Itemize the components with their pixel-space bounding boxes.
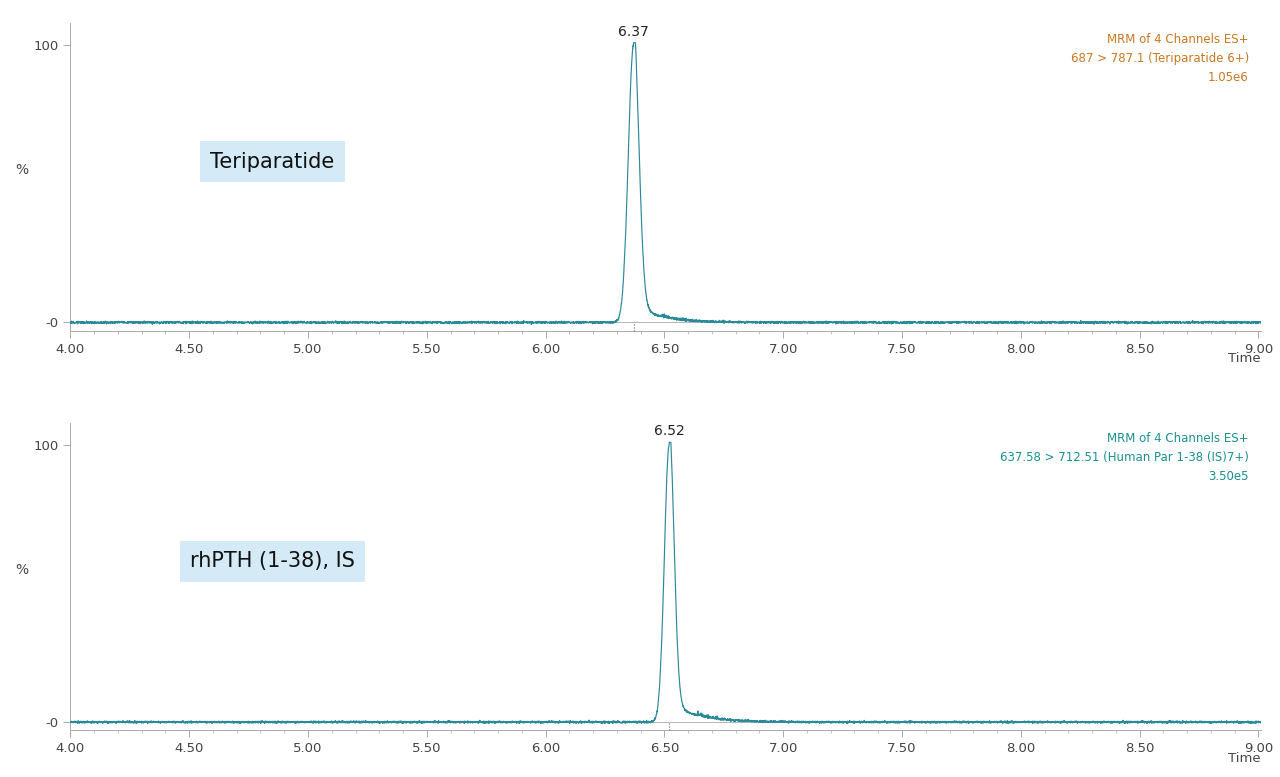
Y-axis label: %: % — [15, 163, 28, 177]
Text: 6.37: 6.37 — [618, 25, 649, 39]
Text: MRM of 4 Channels ES+
637.58 > 712.51 (Human Par 1-38 (IS)7+)
3.50e5: MRM of 4 Channels ES+ 637.58 > 712.51 (H… — [1000, 432, 1249, 483]
Text: MRM of 4 Channels ES+
687 > 787.1 (Teriparatide 6+)
1.05e6: MRM of 4 Channels ES+ 687 > 787.1 (Terip… — [1070, 33, 1249, 84]
Y-axis label: %: % — [15, 563, 28, 577]
Text: Teriparatide: Teriparatide — [210, 152, 334, 172]
Text: rhPTH (1-38), IS: rhPTH (1-38), IS — [189, 552, 355, 571]
Text: Time: Time — [1229, 352, 1261, 365]
Text: 6.52: 6.52 — [654, 424, 685, 438]
Text: Time: Time — [1229, 752, 1261, 765]
